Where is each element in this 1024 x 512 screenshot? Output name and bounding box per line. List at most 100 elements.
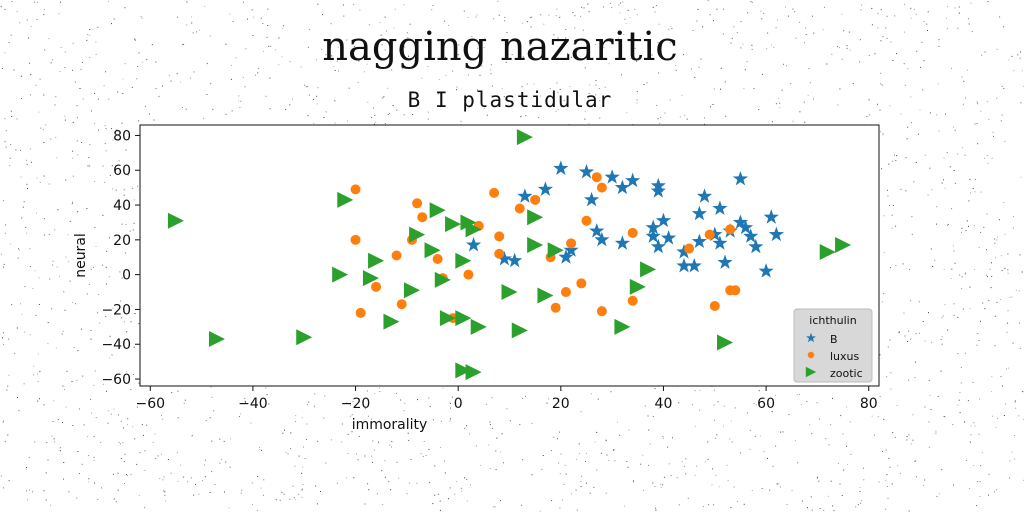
data-point — [584, 191, 600, 207]
y-tick-label: 40 — [113, 198, 131, 214]
data-point — [455, 310, 472, 327]
data-point — [676, 257, 692, 273]
data-point — [507, 252, 523, 268]
x-tick-label: −40 — [238, 396, 268, 412]
data-point — [396, 299, 407, 310]
page-title: nagging nazaritic — [322, 24, 678, 70]
data-point — [589, 223, 605, 238]
data-point — [704, 229, 715, 240]
data-point — [362, 270, 379, 287]
data-point — [537, 287, 554, 304]
x-tick-label: 20 — [552, 396, 570, 412]
data-point — [717, 254, 733, 269]
data-point — [627, 227, 638, 238]
data-point — [835, 237, 852, 254]
data-point — [371, 281, 382, 292]
data-point — [684, 243, 695, 254]
data-point — [650, 183, 666, 198]
data-point — [496, 250, 512, 266]
data-point — [332, 266, 349, 283]
y-tick-label: 0 — [122, 268, 131, 284]
data-point — [530, 194, 541, 205]
data-point — [581, 215, 592, 226]
data-point — [686, 257, 702, 273]
data-point — [439, 310, 456, 327]
x-tick-label: 80 — [860, 396, 878, 412]
data-point — [296, 329, 313, 346]
legend-label: luxus — [830, 350, 860, 363]
data-point — [516, 129, 533, 146]
data-point — [640, 261, 657, 278]
data-point — [463, 269, 474, 280]
data-point — [691, 233, 707, 249]
data-point — [563, 242, 579, 257]
data-point — [768, 226, 784, 242]
data-point — [350, 184, 361, 195]
data-point — [558, 249, 574, 264]
data-point — [445, 216, 462, 233]
y-tick-label: −60 — [101, 372, 131, 388]
data-point — [576, 278, 587, 289]
y-axis-label: neural — [73, 233, 89, 278]
data-point — [627, 295, 638, 306]
data-point — [514, 203, 525, 214]
data-point — [758, 263, 774, 278]
data-point — [578, 163, 595, 179]
data-point — [432, 253, 443, 264]
data-point — [368, 252, 385, 269]
data-point — [596, 182, 607, 193]
x-tick-label: 60 — [757, 396, 775, 412]
x-tick-label: −60 — [135, 396, 165, 412]
data-point — [732, 214, 749, 229]
data-point — [730, 285, 741, 296]
data-point — [596, 306, 607, 317]
legend-title: ichthulin — [809, 314, 856, 327]
data-point — [527, 237, 544, 254]
legend-label: B — [830, 333, 838, 346]
legend-marker — [807, 351, 815, 359]
data-point — [412, 198, 423, 209]
data-point — [604, 169, 620, 184]
data-point — [355, 307, 366, 318]
data-point — [743, 228, 759, 243]
data-point — [614, 318, 631, 335]
data-point — [691, 205, 707, 221]
data-point — [434, 271, 451, 288]
legend-marker — [805, 366, 817, 378]
data-point — [696, 188, 713, 203]
y-tick-label: −40 — [101, 337, 131, 353]
y-tick-label: 20 — [113, 233, 131, 249]
plot-area — [140, 125, 879, 386]
data-point — [712, 200, 728, 215]
data-point — [594, 231, 610, 247]
data-point — [725, 224, 736, 235]
data-point — [391, 250, 402, 261]
data-point — [709, 300, 720, 311]
plot-frame — [139, 124, 880, 387]
x-axis-label: immorality — [352, 417, 428, 433]
data-point — [409, 226, 426, 243]
data-point — [501, 284, 518, 301]
data-point — [550, 302, 561, 313]
data-point — [511, 322, 528, 339]
data-point — [527, 209, 544, 226]
data-point — [429, 202, 446, 219]
y-tick-label: −20 — [101, 302, 131, 318]
data-point — [494, 248, 505, 259]
data-point — [655, 212, 672, 228]
data-point — [650, 238, 666, 254]
data-point — [676, 244, 692, 259]
data-point — [460, 214, 477, 231]
data-point — [494, 231, 505, 242]
data-point — [403, 282, 420, 299]
y-tick-label: 60 — [113, 163, 131, 179]
data-point — [337, 191, 354, 208]
data-point — [470, 318, 487, 335]
series-B — [465, 160, 784, 278]
series-zootic — [167, 129, 852, 381]
data-point — [560, 287, 571, 298]
data-point — [737, 219, 754, 235]
data-point — [517, 188, 533, 203]
data-point — [455, 362, 472, 379]
data-point — [645, 219, 661, 235]
